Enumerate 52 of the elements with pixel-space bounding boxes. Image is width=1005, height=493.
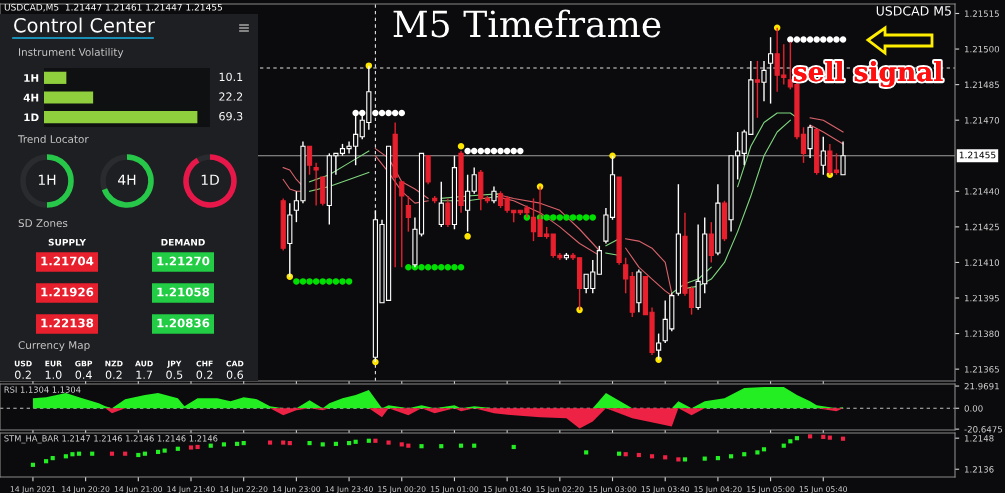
y-tick-label: 1.21470: [964, 117, 1000, 124]
text: Currency Map: [18, 341, 90, 352]
annotation: sell signal: [793, 61, 943, 87]
text: SD Zones: [18, 219, 68, 228]
category-label: 1H: [38, 174, 56, 185]
data-label: 0.2: [15, 370, 31, 379]
data-label: 69.3: [219, 111, 243, 121]
y-tick-label: -20.6475: [964, 426, 1002, 433]
annotation: 1.21270: [157, 256, 210, 266]
y-tick-label: 21.9691: [964, 382, 999, 390]
data-label: 0.4: [75, 370, 92, 379]
data-label: 0.5: [166, 370, 183, 379]
y-tick-label: 1.2148: [964, 435, 994, 442]
data-label: 0.6: [226, 370, 244, 379]
data-label: 10.1: [219, 72, 243, 82]
y-tick-label: 1.2136: [964, 466, 994, 473]
y-tick-label: 1.21395: [964, 294, 999, 302]
annotation: 1.21704: [41, 256, 94, 266]
category-label: 1D: [24, 113, 39, 122]
y-tick-label: 1.21365: [964, 366, 999, 373]
annotation: 1.20836: [157, 318, 210, 328]
category-label: 4H: [23, 93, 39, 102]
annotation: DEMAND: [161, 238, 205, 246]
chart-title: M5 Timeframe: [393, 9, 661, 38]
y-tick-label: 1.21485: [964, 81, 999, 89]
annotation: Control Center: [14, 17, 155, 33]
annotation: 1.22138: [41, 318, 94, 328]
y-tick-label: 1.21380: [964, 330, 1000, 337]
annotation: SUPPLY: [48, 238, 87, 246]
y-tick-label: 1.21425: [964, 223, 999, 231]
data-label: 22.2: [219, 92, 243, 101]
y-tick-label: 1.21410: [964, 259, 1000, 266]
y-tick-label: 1.21500: [964, 45, 1000, 53]
data-label: 1.0: [45, 370, 62, 379]
data-label: 1.7: [136, 370, 153, 379]
y-tick-label: 1.21515: [964, 10, 999, 17]
annotation: 1.21926: [41, 287, 94, 297]
category-label: 1H: [24, 74, 39, 82]
category-label: 1D: [201, 174, 219, 185]
ref-line-label: 1.21455: [959, 151, 996, 159]
y-tick-label: 1.21440: [964, 188, 1000, 195]
y-tick-label: 0.00: [964, 405, 983, 412]
chart-title: STM_HA_BAR 1.2147 1.2146 1.2146 1.2146 1.2146: [4, 435, 218, 444]
data-label: 0.2: [196, 370, 213, 379]
annotation: USDCAD,M5 1.21447 1.21461 1.21447 1.21455: [4, 3, 223, 12]
text: Trend Locator: [17, 134, 89, 144]
chart-title: RSI 1.1304 1.1304: [4, 386, 81, 393]
category-label: 4H: [118, 174, 136, 185]
data-label: 0.2: [105, 370, 122, 379]
chart-title: Instrument Volatility: [19, 47, 124, 59]
annotation: 1.21058: [157, 287, 210, 297]
annotation: USDCAD M5: [876, 6, 951, 16]
